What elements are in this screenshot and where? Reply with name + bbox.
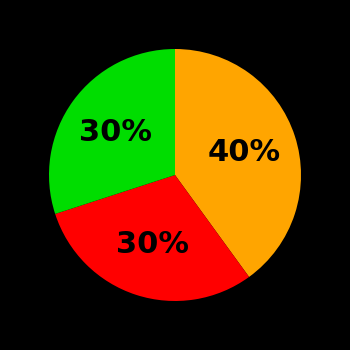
Wedge shape [49, 49, 175, 214]
Text: 30%: 30% [116, 230, 189, 259]
Text: 30%: 30% [79, 118, 152, 147]
Text: 40%: 40% [208, 138, 281, 167]
Wedge shape [175, 49, 301, 277]
Wedge shape [55, 175, 249, 301]
